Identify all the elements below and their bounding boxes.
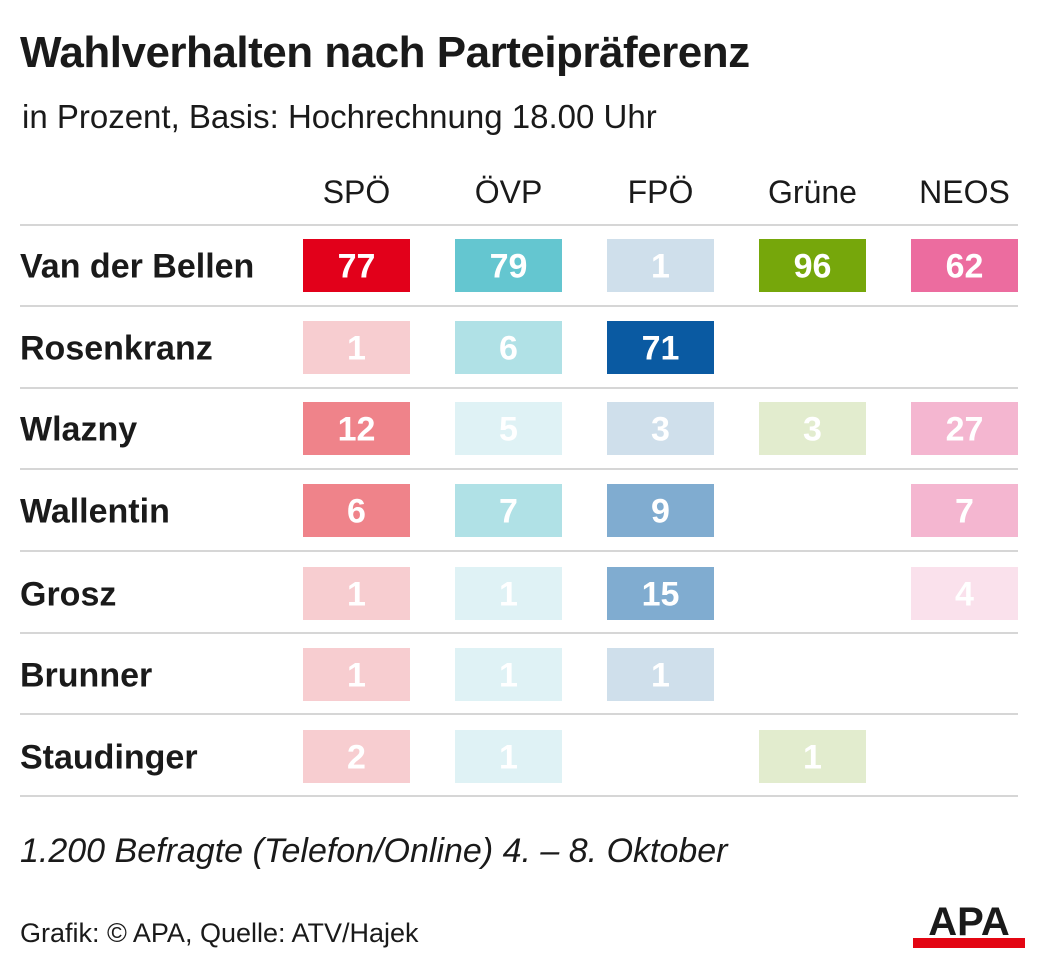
heat-cell-value: 1 xyxy=(347,330,366,368)
row-label-grosz: Grosz xyxy=(20,576,116,614)
heat-cell-value: 3 xyxy=(651,411,670,449)
column-header-ovp: ÖVP xyxy=(475,174,543,210)
heat-cell xyxy=(759,730,866,783)
heat-cell xyxy=(303,567,410,620)
heat-cell-value: 7 xyxy=(955,493,974,531)
heat-cell-value: 15 xyxy=(642,576,680,614)
heat-cell-value: 62 xyxy=(946,248,984,286)
heat-cell xyxy=(455,321,562,374)
heat-cell-value: 9 xyxy=(651,493,670,531)
survey-footnote: 1.200 Befragte (Telefon/Online) 4. – 8. … xyxy=(20,832,728,870)
heat-cell-value: 3 xyxy=(803,411,822,449)
source-credit: Grafik: © APA, Quelle: ATV/Hajek xyxy=(20,918,419,948)
row-label-wallentin: Wallentin xyxy=(20,493,170,531)
heat-cell xyxy=(303,321,410,374)
apa-logo: APA xyxy=(913,900,1025,948)
column-header-grune: Grüne xyxy=(768,174,857,210)
heat-cell-value: 1 xyxy=(499,739,518,777)
heat-cell-value: 1 xyxy=(347,576,366,614)
heat-cell xyxy=(911,567,1018,620)
heat-cell-value: 1 xyxy=(651,248,670,286)
heat-cell xyxy=(455,484,562,537)
heat-cell xyxy=(455,730,562,783)
heat-cell xyxy=(607,321,714,374)
heat-cell xyxy=(455,648,562,701)
heat-cell-value: 1 xyxy=(499,657,518,695)
heat-cell-value: 96 xyxy=(794,248,832,286)
heat-cell-value: 71 xyxy=(642,330,680,368)
heat-cell-value: 5 xyxy=(499,411,518,449)
heat-cell xyxy=(303,402,410,455)
column-header-spo: SPÖ xyxy=(323,174,391,210)
heat-cell xyxy=(455,402,562,455)
row-label-wlazny: Wlazny xyxy=(20,411,137,449)
heat-cell xyxy=(303,484,410,537)
column-header-fpo: FPÖ xyxy=(628,174,694,210)
heat-cell-value: 12 xyxy=(338,411,376,449)
heat-cell-value: 77 xyxy=(338,248,376,286)
apa-logo-text: APA xyxy=(928,900,1009,944)
heat-cell-value: 4 xyxy=(955,576,974,614)
heat-cell xyxy=(303,730,410,783)
heat-cell-value: 1 xyxy=(651,657,670,695)
heat-cell xyxy=(607,239,714,292)
heat-cell-value: 1 xyxy=(803,739,822,777)
row-label-van-der-bellen: Van der Bellen xyxy=(20,248,254,286)
heat-cell-value: 27 xyxy=(946,411,984,449)
heat-cell-value: 1 xyxy=(347,657,366,695)
heat-cell xyxy=(911,484,1018,537)
row-label-staudinger: Staudinger xyxy=(20,739,198,777)
heat-cell xyxy=(759,239,866,292)
chart-subtitle: in Prozent, Basis: Hochrechnung 18.00 Uh… xyxy=(22,98,657,135)
apa-logo-bar xyxy=(913,938,1025,948)
heat-cell xyxy=(911,402,1018,455)
heat-cell xyxy=(303,648,410,701)
heat-cell-value: 1 xyxy=(499,576,518,614)
heat-cell-value: 6 xyxy=(347,493,366,531)
heat-cell xyxy=(607,484,714,537)
row-label-brunner: Brunner xyxy=(20,657,152,695)
heat-cell xyxy=(911,239,1018,292)
heat-cell-value: 7 xyxy=(499,493,518,531)
heat-cell xyxy=(607,648,714,701)
heat-cell xyxy=(455,239,562,292)
chart-title: Wahlverhalten nach Parteipräferenz xyxy=(20,28,750,77)
heat-cell xyxy=(607,402,714,455)
heat-cell xyxy=(455,567,562,620)
heat-cell-value: 2 xyxy=(347,739,366,777)
row-label-rosenkranz: Rosenkranz xyxy=(20,330,213,368)
heat-cell xyxy=(759,402,866,455)
heat-cell-value: 6 xyxy=(499,330,518,368)
heat-cell xyxy=(303,239,410,292)
heat-cell-value: 79 xyxy=(490,248,528,286)
heat-cell xyxy=(607,567,714,620)
column-header-neos: NEOS xyxy=(919,174,1010,210)
